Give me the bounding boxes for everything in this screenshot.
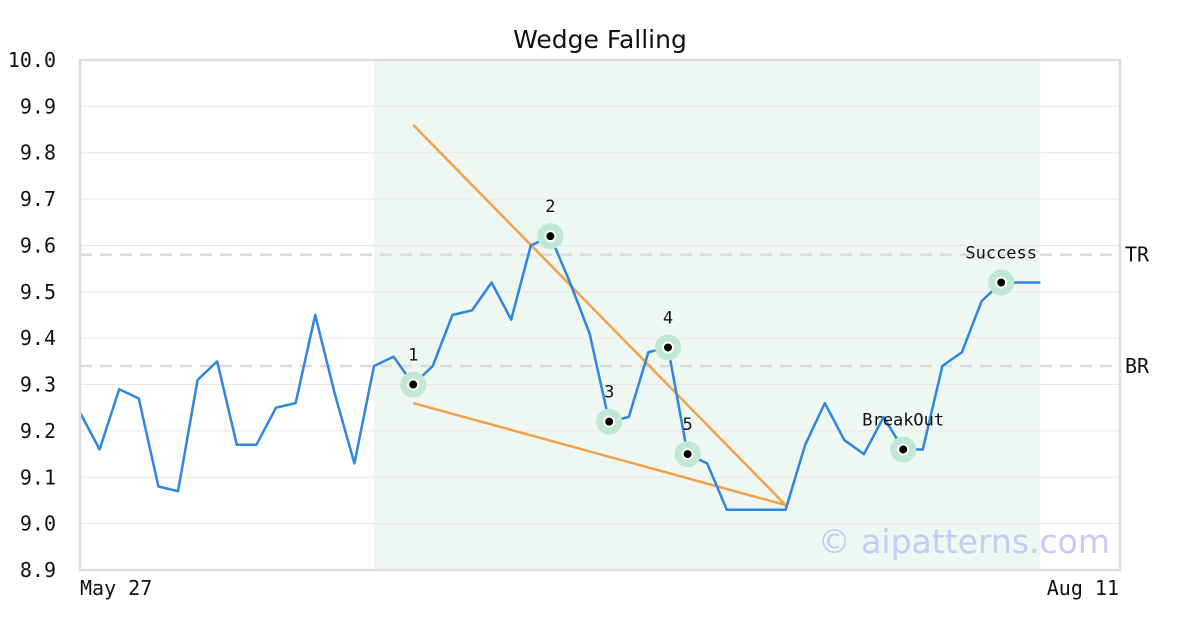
trendline-upper (412, 124, 787, 506)
y-tick-label: 9.8 (20, 141, 56, 165)
point-marker (603, 415, 616, 428)
point-marker (897, 443, 910, 456)
y-tick-label: 10.0 (8, 48, 56, 72)
pattern-points: 1 2 3 4 5 BreakOut Success (400, 197, 1037, 468)
pattern-region (374, 60, 1041, 570)
x-tick-start: May 27 (80, 576, 152, 600)
y-tick-label: 9.0 (20, 512, 56, 536)
x-tick-end: Aug 11 (1047, 576, 1119, 600)
plot-frame (78, 58, 1122, 572)
y-tick-label: 9.4 (20, 326, 56, 350)
trendlines (412, 124, 787, 507)
point-label: 1 (408, 346, 418, 366)
point-label: 5 (682, 415, 692, 435)
y-tick-label: 9.7 (20, 187, 56, 211)
point-label: Success (965, 244, 1037, 264)
y-tick-label: 9.6 (20, 233, 56, 257)
reference-label: BR (1125, 354, 1150, 378)
reference-label: TR (1125, 243, 1150, 267)
point-label: 2 (545, 197, 555, 217)
point-label: BreakOut (862, 410, 944, 430)
point-label: 4 (663, 308, 673, 328)
point-marker (662, 341, 674, 354)
point-marker (544, 230, 557, 243)
y-axis-ticks: 8.9 9.0 9.1 9.2 9.3 9.4 9.5 9.6 9.7 9.8 9.9 10.0 (8, 48, 56, 582)
point-marker (407, 378, 420, 391)
y-tick-label: 9.9 (20, 94, 56, 118)
y-tick-label: 9.2 (20, 419, 56, 443)
reference-lines: TR BR (80, 243, 1150, 378)
point-marker (681, 448, 694, 461)
point-label: 3 (604, 383, 614, 403)
point-marker (995, 276, 1008, 289)
y-tick-label: 8.9 (20, 558, 56, 582)
trendline-lower (412, 401, 786, 507)
y-tick-label: 9.3 (20, 373, 56, 397)
price-line (78, 234, 1041, 511)
y-tick-label: 9.5 (20, 280, 56, 304)
watermark: © aipatterns.com (818, 522, 1110, 561)
y-tick-label: 9.1 (20, 465, 56, 489)
chart-title: Wedge Falling (513, 25, 687, 54)
